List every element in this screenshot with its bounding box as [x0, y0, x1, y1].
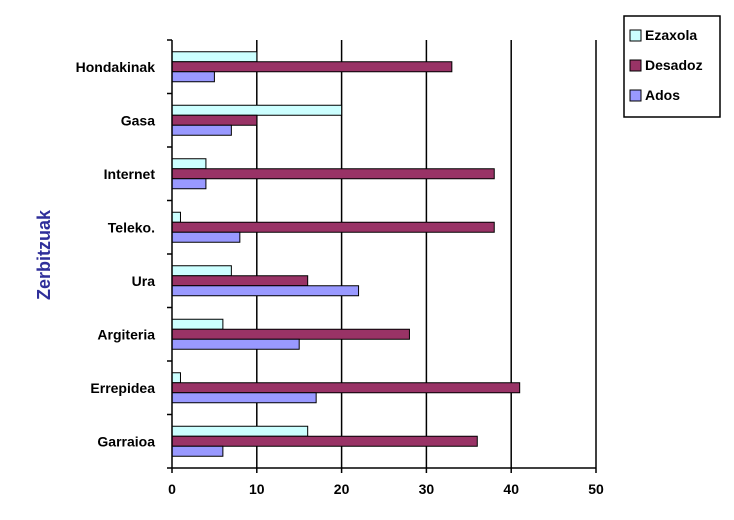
bar-desadoz-garraioa: [171, 435, 478, 447]
category-label: Internet: [104, 166, 156, 182]
bar-ados-argiteria: [171, 338, 300, 350]
legend-label: Ados: [645, 87, 680, 103]
category-labels: Hondakinak Gasa Internet Teleko. Ura Argiteri…: [76, 39, 172, 469]
legend: Ezaxola Desadoz Ados: [623, 15, 721, 118]
bar-ezaxola-ura: [171, 265, 232, 277]
legend-swatch: [629, 89, 642, 102]
category-label: Garraioa: [97, 433, 155, 449]
category-label: Errepidea: [90, 380, 155, 396]
bar-desadoz-argiteria: [171, 328, 410, 340]
legend-label: Ezaxola: [645, 27, 697, 43]
legend-swatch: [629, 59, 642, 72]
bar-ados-teleko: [171, 231, 241, 243]
x-tick-label: 40: [503, 481, 519, 497]
bar-ezaxola-gasa: [171, 104, 343, 116]
bar-ados-gasa: [171, 124, 232, 136]
bar-ezaxola-garraioa: [171, 425, 309, 437]
bar-ados-ura: [171, 285, 360, 297]
bar-ados-garraioa: [171, 445, 224, 457]
bars: [171, 51, 521, 457]
x-tick-label: 20: [334, 481, 350, 497]
bar-desadoz-gasa: [171, 114, 258, 126]
legend-swatch: [629, 29, 642, 42]
bar-ezaxola-internet: [171, 158, 207, 170]
x-tick-label: 0: [168, 481, 176, 497]
bar-ados-hondakinak: [171, 71, 215, 83]
bar-desadoz-internet: [171, 168, 495, 180]
category-label: Ura: [132, 273, 156, 289]
bar-ezaxola-teleko: [171, 211, 181, 223]
category-label: Argiteria: [97, 326, 155, 342]
bar-ezaxola-argiteria: [171, 318, 224, 330]
bar-ados-errepidea: [171, 392, 317, 404]
bar-desadoz-errepidea: [171, 382, 521, 394]
category-label: Hondakinak: [76, 59, 156, 75]
bar-desadoz-teleko: [171, 221, 495, 233]
bar-ados-internet: [171, 178, 207, 190]
category-label: Gasa: [121, 112, 155, 128]
x-ticks: 0 10 20 30 40 50: [168, 468, 604, 497]
x-tick-label: 50: [588, 481, 604, 497]
y-axis-label: Zerbitzuak: [34, 209, 54, 300]
bar-ezaxola-hondakinak: [171, 51, 258, 63]
x-tick-label: 30: [419, 481, 435, 497]
legend-label: Desadoz: [645, 57, 703, 73]
gridlines: [256, 40, 597, 468]
bar-desadoz-ura: [171, 275, 309, 287]
bar-desadoz-hondakinak: [171, 61, 453, 73]
category-label: Teleko.: [108, 219, 155, 235]
x-tick-label: 10: [249, 481, 265, 497]
bar-ezaxola-errepidea: [171, 372, 181, 384]
